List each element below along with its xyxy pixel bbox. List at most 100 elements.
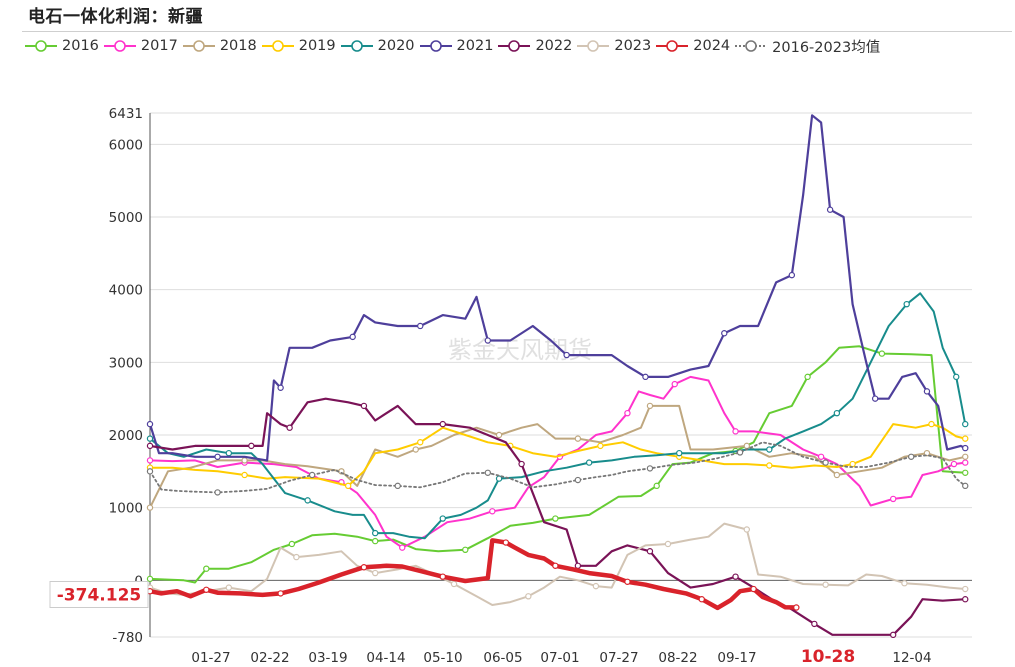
x-tick-label: 03-19 bbox=[308, 650, 347, 666]
data-point bbox=[241, 471, 248, 479]
series-line-2021[interactable] bbox=[148, 114, 967, 462]
data-point bbox=[462, 546, 469, 553]
legend-item-2[interactable]: 2018 bbox=[182, 38, 257, 54]
legend-marker-icon bbox=[103, 40, 136, 52]
data-point bbox=[743, 442, 750, 450]
y-tick-label: 3000 bbox=[109, 355, 143, 371]
legend-item-6[interactable]: 2022 bbox=[497, 38, 572, 54]
data-point bbox=[288, 540, 296, 548]
data-point bbox=[360, 564, 368, 571]
data-point bbox=[372, 537, 379, 545]
y-tick-label: 1000 bbox=[109, 501, 143, 517]
data-point bbox=[962, 453, 969, 460]
data-point bbox=[372, 529, 379, 537]
y-tick-label: -780 bbox=[112, 630, 143, 646]
legend-item-7[interactable]: 2023 bbox=[576, 38, 651, 54]
y-tick-label: 4000 bbox=[109, 283, 143, 299]
legend-item-0[interactable]: 2016 bbox=[24, 38, 99, 54]
x-tick-label: 07-01 bbox=[540, 650, 579, 666]
data-point bbox=[889, 495, 897, 503]
legend-item-8[interactable]: 2024 bbox=[655, 38, 730, 54]
legend-marker-icon bbox=[261, 40, 294, 52]
data-point bbox=[962, 469, 969, 476]
data-point bbox=[344, 482, 352, 490]
x-tick-label: 01-27 bbox=[191, 650, 230, 666]
data-point bbox=[525, 593, 532, 600]
data-point bbox=[203, 586, 210, 593]
data-point bbox=[793, 604, 800, 611]
chart-title: 电石一体化利润：新疆 bbox=[28, 7, 203, 27]
legend-label: 2021 bbox=[456, 38, 494, 54]
data-point bbox=[901, 580, 908, 587]
data-point bbox=[671, 380, 678, 388]
data-point bbox=[286, 424, 293, 431]
data-point bbox=[412, 446, 419, 453]
legend-label: 2024 bbox=[693, 38, 731, 54]
data-point bbox=[732, 573, 739, 580]
data-point bbox=[304, 497, 311, 504]
legend-item-9[interactable]: 2016-2023均值 bbox=[734, 36, 880, 57]
data-point bbox=[953, 373, 960, 381]
data-point bbox=[574, 562, 582, 569]
data-point bbox=[574, 476, 582, 484]
data-point bbox=[889, 631, 897, 639]
legend-marker-icon bbox=[340, 40, 373, 52]
series-line-2020[interactable] bbox=[149, 292, 967, 540]
data-point bbox=[585, 459, 593, 466]
data-point bbox=[308, 471, 316, 479]
data-point bbox=[439, 420, 446, 428]
y-tick-label: 2000 bbox=[109, 428, 143, 444]
data-point bbox=[146, 435, 154, 442]
legend-item-3[interactable]: 2019 bbox=[261, 38, 336, 54]
data-point bbox=[624, 409, 631, 417]
data-point bbox=[878, 350, 886, 357]
data-point bbox=[962, 596, 969, 603]
data-point bbox=[817, 453, 825, 460]
series-line-2019[interactable] bbox=[149, 423, 967, 487]
data-point bbox=[822, 581, 829, 588]
data-point bbox=[811, 620, 818, 628]
data-point bbox=[502, 539, 510, 546]
series-line-2016-2023均值[interactable] bbox=[149, 441, 967, 494]
cursor-y-label: -374.125 bbox=[57, 586, 142, 606]
legend-item-5[interactable]: 2021 bbox=[419, 38, 494, 54]
data-point bbox=[214, 453, 221, 460]
data-point bbox=[439, 573, 446, 580]
data-point bbox=[923, 388, 931, 395]
y-tick-label: 6431 bbox=[109, 106, 143, 122]
legend-marker-icon bbox=[735, 40, 768, 52]
legend-item-1[interactable]: 2017 bbox=[103, 38, 178, 54]
data-point bbox=[146, 420, 154, 428]
data-point bbox=[743, 526, 750, 533]
data-point bbox=[653, 482, 660, 490]
data-point bbox=[225, 449, 233, 457]
x-axis-ticks: 01-27 02-22 03-19 04-14 05-10 06-05 07-01 07-27… bbox=[191, 647, 931, 667]
data-point bbox=[372, 569, 379, 577]
data-point bbox=[214, 489, 221, 496]
data-point bbox=[736, 449, 744, 456]
data-point bbox=[484, 469, 492, 476]
series-line-2018[interactable] bbox=[149, 404, 967, 509]
data-point bbox=[646, 548, 654, 555]
data-point bbox=[826, 206, 834, 213]
legend-item-4[interactable]: 2020 bbox=[340, 38, 415, 54]
x-tick-label: 05-10 bbox=[423, 650, 462, 666]
data-point bbox=[833, 409, 841, 417]
legend-label: 2017 bbox=[140, 38, 178, 54]
data-point bbox=[574, 435, 582, 442]
legend-label: 2019 bbox=[298, 38, 336, 54]
series-line-2023[interactable] bbox=[149, 522, 967, 606]
data-point bbox=[349, 333, 356, 341]
series-line-2022[interactable] bbox=[148, 397, 967, 636]
data-point bbox=[248, 442, 255, 450]
legend-marker-icon bbox=[419, 40, 452, 52]
watermark-text: 紫金天风期货 bbox=[448, 336, 592, 364]
data-point bbox=[950, 460, 958, 468]
data-point bbox=[962, 420, 969, 428]
series-lines bbox=[146, 114, 969, 639]
data-point bbox=[788, 271, 796, 279]
data-point bbox=[907, 453, 915, 460]
legend-marker-icon bbox=[182, 40, 215, 52]
data-point bbox=[871, 395, 879, 402]
data-point bbox=[495, 431, 503, 439]
